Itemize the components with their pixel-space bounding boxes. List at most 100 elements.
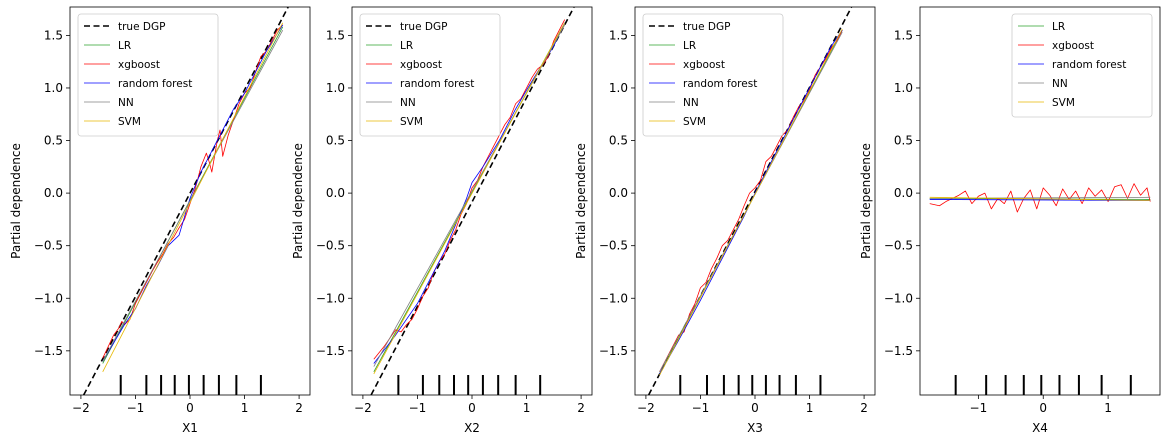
series-group (82, 7, 289, 395)
chart-panel-3: −2 −1 0 1 2 −1.5 −1.0 −0.5 0.0 0.5 1.0 1.5 X3 Partial… (574, 6, 876, 435)
y-tick-label: 1.5 (894, 28, 913, 42)
x-tick-label: −2 (72, 401, 90, 415)
legend-label: NN (400, 97, 416, 109)
legend-label: SVM (1052, 97, 1075, 109)
y-tick-label: −1.5 (884, 344, 913, 358)
legend-label: true DGP (683, 21, 730, 33)
y-tick-label: −0.5 (316, 239, 345, 253)
x-tick-label: −1 (692, 401, 710, 415)
series-line-random-forest (373, 22, 566, 364)
series-line-svm (929, 196, 1151, 201)
series-group (929, 183, 1151, 213)
legend-box (642, 13, 784, 137)
legend-label: random forest (1052, 59, 1126, 71)
legend-label: true DGP (118, 21, 165, 33)
y-tick-label: 0.0 (609, 186, 628, 200)
y-axis-label: Partial dependence (9, 143, 23, 259)
legend-box (359, 13, 501, 137)
legend-label: random forest (118, 78, 192, 90)
series-line-xgboost (373, 19, 566, 360)
x-axis-label: X4 (1032, 421, 1048, 435)
y-tick-label: 1.5 (44, 28, 63, 42)
legend-label: SVM (118, 116, 141, 128)
y-tick-label: −1.0 (599, 291, 628, 305)
chart-panel-4: −1 0 1 −1.5 −1.0 −0.5 0.0 0.5 1.0 1.5 X4 Partial de… (859, 6, 1161, 435)
series-line-nn (102, 29, 284, 362)
y-tick-label: −1.0 (34, 291, 63, 305)
legend-label: LR (400, 40, 413, 52)
y-axis-label: Partial dependence (574, 143, 588, 259)
legend-label: random forest (683, 78, 757, 90)
y-tick-label: 1.0 (894, 81, 913, 95)
legend-label: random forest (400, 78, 474, 90)
x-tick-label: −2 (354, 401, 372, 415)
y-tick-label: 0.5 (326, 134, 345, 148)
legend-label: NN (1052, 78, 1068, 90)
legend: true DGP LR xgboost random forest NN SVM (359, 13, 501, 137)
y-tick-label: −1.5 (34, 344, 63, 358)
y-tick-label: −1.0 (884, 291, 913, 305)
y-tick-label: 0.5 (609, 134, 628, 148)
y-tick-label: 1.0 (326, 81, 345, 95)
y-tick-label: −0.5 (34, 239, 63, 253)
series-line-true-dgp (82, 7, 289, 395)
y-tick-label: 0.0 (894, 186, 913, 200)
x-tick-label: 1 (806, 401, 814, 415)
series-line-random-forest (659, 29, 843, 375)
x-tick-label: 2 (577, 401, 585, 415)
legend-label: NN (683, 97, 699, 109)
y-axis-label: Partial dependence (291, 143, 305, 259)
x-tick-label: 0 (751, 401, 759, 415)
legend: true DGP LR xgboost random forest NN SVM (77, 13, 219, 137)
x-tick-label: 0 (1039, 401, 1047, 415)
y-tick-label: 1.5 (326, 28, 345, 42)
chart-panel-1: −2 −1 0 1 2 −1.5 −1.0 −0.5 0.0 0.5 1.0 1.5 X1 Partial… (9, 6, 311, 435)
y-tick-label: 0.0 (44, 186, 63, 200)
legend-label: SVM (683, 116, 706, 128)
x-axis-label: X2 (464, 421, 480, 435)
legend-label: NN (118, 97, 134, 109)
y-tick-label: −1.5 (599, 344, 628, 358)
series-group (647, 7, 853, 395)
legend-label: LR (683, 40, 696, 52)
x-tick-label: 1 (241, 401, 249, 415)
plot-frame (919, 6, 1161, 396)
x-tick-label: 2 (860, 401, 868, 415)
y-tick-label: 1.5 (609, 28, 628, 42)
y-tick-label: 0.5 (44, 134, 63, 148)
y-tick-label: −1.5 (316, 344, 345, 358)
x-axis-label: X3 (747, 421, 763, 435)
legend-label: LR (1052, 21, 1065, 33)
y-tick-label: 1.0 (609, 81, 628, 95)
legend-box (77, 13, 219, 137)
y-tick-label: 0.5 (894, 134, 913, 148)
x-tick-label: 0 (468, 401, 476, 415)
series-line-svm (102, 22, 284, 373)
y-tick-label: −1.0 (316, 291, 345, 305)
series-group (370, 7, 575, 395)
x-tick-label: 1 (1104, 401, 1112, 415)
x-tick-label: −2 (637, 401, 655, 415)
series-line-svm (659, 28, 843, 376)
legend-label: xgboost (1052, 40, 1094, 52)
y-tick-label: 1.0 (44, 81, 63, 95)
x-tick-label: 2 (295, 401, 303, 415)
y-tick-label: −0.5 (884, 239, 913, 253)
x-tick-label: 1 (523, 401, 531, 415)
x-tick-label: −1 (127, 401, 145, 415)
chart-panel-2: −2 −1 0 1 2 −1.5 −1.0 −0.5 0.0 0.5 1.0 1.5 X2 Partial… (291, 6, 593, 435)
x-tick-label: −1 (970, 401, 988, 415)
series-line-true-dgp (370, 7, 575, 395)
legend: LR xgboost random forest NN SVM (1011, 13, 1153, 118)
legend-label: xgboost (683, 59, 725, 71)
y-axis-label: Partial dependence (859, 143, 873, 259)
y-tick-label: 0.0 (326, 186, 345, 200)
legend-label: xgboost (400, 59, 442, 71)
legend-label: true DGP (400, 21, 447, 33)
x-tick-label: −1 (409, 401, 427, 415)
series-line-svm (373, 22, 566, 375)
legend: true DGP LR xgboost random forest NN SVM (642, 13, 784, 137)
legend-label: xgboost (118, 59, 160, 71)
legend-label: LR (118, 40, 131, 52)
